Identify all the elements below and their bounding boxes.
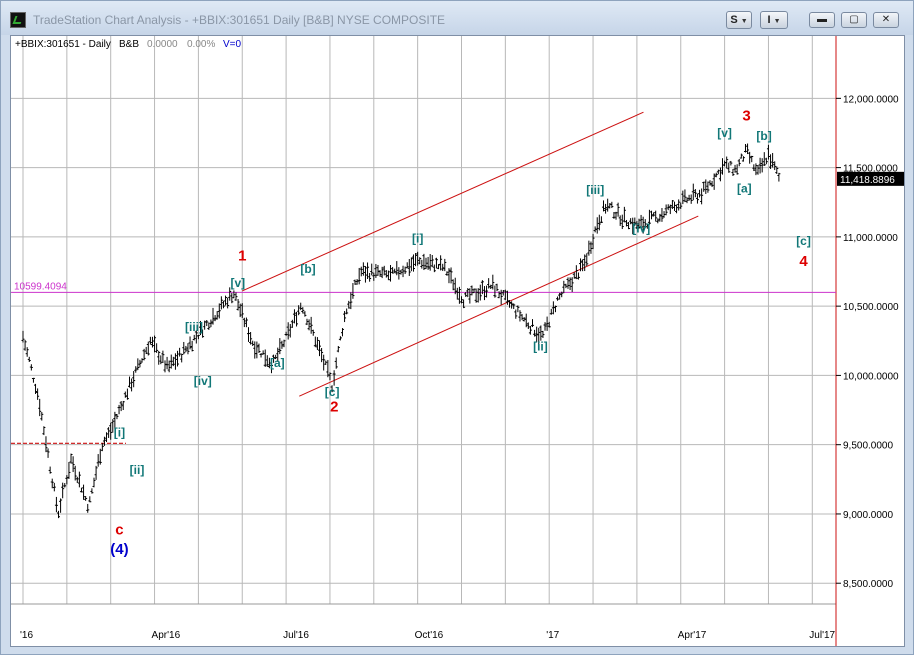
time-tick-label: Oct'16: [415, 630, 444, 641]
channel-line-upper: [242, 111, 644, 292]
price-tick-label: 9,500.0000: [843, 441, 893, 452]
price-tick-label: 10,000.0000: [843, 371, 899, 382]
chart-header-change: 0.0000: [147, 39, 178, 50]
price-tick-label: 10,500.0000: [843, 302, 899, 313]
restore-button[interactable]: ▢: [841, 12, 867, 28]
s-menu-button[interactable]: S ▼: [726, 11, 752, 29]
price-axis: 12,000.0000 11,500.0000 11,000.0000 10,500.…: [836, 94, 899, 590]
price-tick-label: 8,500.0000: [843, 579, 893, 590]
wave-label: [iii]: [185, 320, 203, 334]
time-axis: '16 Apr'16 Jul'16 Oct'16 '17 Apr'17 Jul'17: [20, 630, 836, 641]
time-tick-label: Apr'16: [152, 630, 181, 641]
wave-label: 2: [330, 398, 338, 415]
horizontal-level-line: 10599.4094: [11, 281, 836, 444]
wave-label: [a]: [270, 356, 285, 370]
wave-label: [c]: [796, 234, 811, 248]
chart-area[interactable]: 10599.4094 12345c(4)[i][ii][iii][iv][v][…: [10, 35, 905, 647]
restore-icon: ▢: [849, 14, 859, 25]
trend-channel: [242, 111, 699, 397]
chevron-down-icon: ▼: [740, 18, 748, 25]
wave-label: [b]: [756, 129, 771, 143]
close-icon: ✕: [881, 14, 891, 25]
wave-label: c: [115, 522, 123, 539]
wave-label: [iii]: [586, 183, 604, 197]
window-title: TradeStation Chart Analysis - +BBIX:3016…: [33, 13, 446, 27]
wave-label: [i]: [412, 231, 423, 245]
wave-label: [iv]: [194, 374, 212, 388]
chart-header-volume: V=0: [223, 39, 242, 50]
chart-grid: [11, 36, 836, 605]
minimize-icon: ▬: [817, 14, 827, 25]
time-tick-label: '17: [546, 630, 559, 641]
wave-label: [i]: [114, 425, 125, 439]
wave-label: [ii]: [533, 339, 548, 353]
wave-label: [b]: [300, 262, 315, 276]
time-tick-label: Jul'17: [809, 630, 835, 641]
wave-annotations: 12345c(4)[i][ii][iii][iv][v][a][b][c][i]…: [110, 108, 811, 559]
last-price-tag-box: [837, 171, 904, 186]
wave-label: [v]: [717, 126, 732, 140]
wave-label: [c]: [325, 385, 340, 399]
wave-label: [a]: [737, 182, 752, 196]
price-tick-label: 9,000.0000: [843, 510, 893, 521]
chart-header-source: B&B: [119, 39, 139, 50]
wave-label: 1: [238, 247, 246, 264]
time-tick-label: Jul'16: [283, 630, 309, 641]
price-bars: [21, 143, 781, 519]
time-tick-label: '16: [20, 630, 33, 641]
wave-label: (4): [110, 541, 128, 558]
chart-header-symbol: +BBIX:301651 - Daily: [15, 39, 111, 50]
channel-line-lower: [299, 215, 699, 397]
last-price-tag-label: 11,418.8896: [840, 175, 895, 186]
wave-label: [iv]: [632, 222, 650, 236]
chart-header-change-pct: 0.00%: [187, 39, 215, 50]
last-price-tag: 11,418.8896: [837, 171, 904, 186]
wave-label: [ii]: [130, 463, 145, 477]
tradestation-chart-icon: [10, 12, 26, 28]
horizontal-level-label: 10599.4094: [14, 281, 67, 292]
wave-label: 3: [742, 108, 750, 125]
close-button[interactable]: ✕: [873, 12, 899, 28]
chevron-down-icon: ▼: [773, 18, 781, 25]
price-chart[interactable]: 10599.4094 12345c(4)[i][ii][iii][iv][v][…: [11, 36, 904, 646]
title-bar: TradeStation Chart Analysis - +BBIX:3016…: [1, 1, 913, 35]
wave-label: 4: [799, 253, 808, 270]
time-tick-label: Apr'17: [678, 630, 707, 641]
i-button-label: I: [767, 14, 771, 26]
minimize-button[interactable]: ▬: [809, 12, 835, 28]
i-menu-button[interactable]: I ▼: [760, 11, 788, 29]
s-button-label: S: [730, 14, 738, 26]
wave-label: [v]: [231, 276, 246, 290]
price-tick-label: 12,000.0000: [843, 94, 899, 105]
price-tick-label: 11,500.0000: [843, 164, 898, 175]
price-tick-label: 11,000.0000: [843, 233, 898, 244]
